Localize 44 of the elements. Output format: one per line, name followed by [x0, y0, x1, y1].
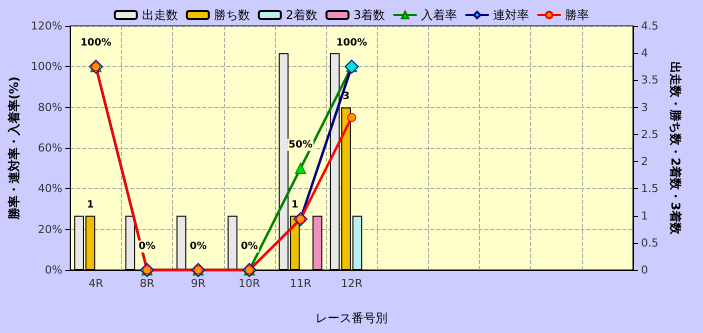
legend-label: 出走数	[142, 8, 178, 22]
point	[347, 113, 356, 122]
x-tick-label: 9R	[190, 277, 206, 290]
y-tick-label: 0%	[44, 264, 62, 276]
data-label: 3	[342, 90, 350, 102]
y2-tick-label: 4.5	[641, 20, 658, 32]
legend-label: 3着数	[354, 8, 386, 22]
y-tick-label: 40%	[38, 182, 62, 196]
x-tick-label: 11R	[290, 277, 312, 290]
legend-label: 連対率	[493, 8, 530, 22]
y-tick-label: 100%	[30, 60, 62, 74]
x-tick-label: 8R	[140, 277, 155, 290]
y2-tick-label: 0	[641, 264, 648, 276]
data-label: 100%	[336, 38, 368, 49]
y-tick-label: 20%	[38, 222, 62, 236]
y2-tick-label: 2.5	[641, 128, 658, 141]
legend-label: 勝率	[565, 8, 590, 22]
y2-tick-label: 2	[641, 155, 648, 168]
x-tick-label: 10R	[238, 277, 261, 290]
y-tick-label: 120%	[30, 20, 62, 32]
data-label: 1	[86, 199, 94, 210]
y2-tick-label: 4	[641, 46, 648, 60]
data-label: 1	[291, 199, 298, 210]
y2-tick-label: 3.5	[641, 74, 658, 87]
point	[295, 162, 306, 174]
data-label: 0%	[240, 241, 258, 252]
data-label: 100%	[80, 38, 112, 49]
data-label: 0%	[190, 241, 207, 252]
y2-tick-label: 1.5	[641, 182, 658, 196]
y-tick-label: 60%	[38, 142, 62, 154]
y2-axis-title: 出走数・勝ち数・2着数・3着数	[668, 62, 682, 236]
y2-tick-label: 0.5	[641, 236, 658, 250]
legend-label: 勝ち数	[214, 8, 250, 22]
legend-label: 入着率	[421, 8, 458, 22]
x-axis-title: レース番号別	[316, 311, 388, 325]
data-label: 0%	[138, 241, 156, 252]
y2-tick-label: 1	[641, 209, 648, 222]
legend-label: 2着数	[286, 8, 318, 22]
y-tick-label: 80%	[38, 100, 62, 114]
x-tick-label: 12R	[340, 277, 363, 290]
y2-tick-label: 3	[641, 100, 648, 114]
data-label: 50%	[288, 139, 312, 150]
x-tick-label: 4R	[88, 277, 104, 290]
y-axis-title: 勝率・連対率・入着率(%)	[7, 76, 21, 220]
